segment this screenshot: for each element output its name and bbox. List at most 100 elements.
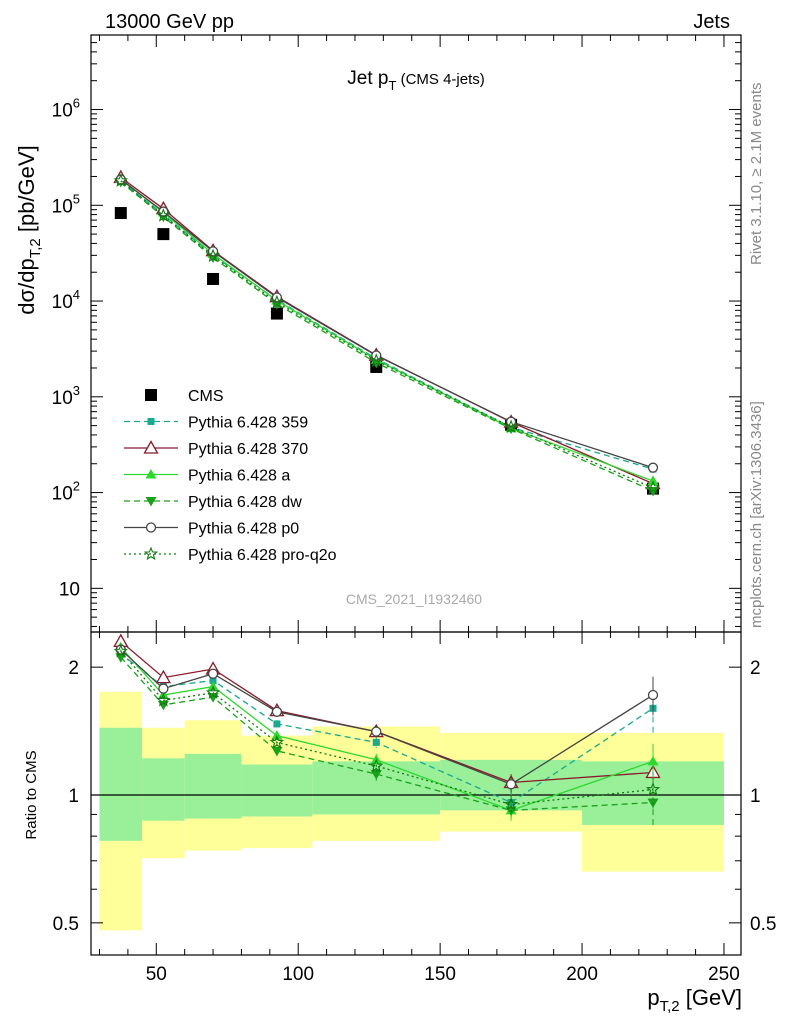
ratio-point bbox=[503, 796, 519, 811]
main-title: Jet pT (CMS 4-jets) bbox=[347, 68, 485, 93]
data-point bbox=[647, 475, 659, 486]
ratio-point bbox=[209, 677, 217, 685]
series-pythia-6-428-a bbox=[115, 173, 659, 486]
ratio-point bbox=[156, 692, 171, 707]
data-point bbox=[113, 173, 128, 187]
legend-entry-pythia-6-428-dw: Pythia 6.428 dw bbox=[124, 494, 302, 511]
ratio-point bbox=[113, 643, 128, 658]
legend-entry-pythia-6-428-370: Pythia 6.428 370 bbox=[124, 440, 308, 458]
ratio-point bbox=[645, 782, 661, 796]
data-point bbox=[647, 462, 659, 473]
legend-label: Pythia 6.428 370 bbox=[188, 441, 308, 458]
mcplots-label: mcplots.cern.ch [arXiv:1306.3436] bbox=[748, 401, 765, 628]
ratio-point bbox=[370, 770, 382, 780]
ratio-frame bbox=[90, 631, 742, 956]
ratio-ylabel: Ratio to CMS bbox=[23, 750, 40, 839]
ratio-point bbox=[271, 746, 283, 757]
ratio-y-tick-label: 2 bbox=[68, 658, 79, 679]
data-point bbox=[269, 294, 285, 309]
data-point bbox=[503, 419, 519, 433]
data-point bbox=[207, 272, 220, 285]
legend-entry-pythia-6-428-359: Pythia 6.428 359 bbox=[124, 415, 308, 432]
legend-label: Pythia 6.428 359 bbox=[188, 415, 308, 432]
y-tick-label: 105 bbox=[52, 191, 80, 217]
ratio-point bbox=[205, 685, 221, 699]
legend-marker bbox=[145, 497, 157, 507]
legend-label: CMS bbox=[188, 388, 224, 405]
legend-label: Pythia 6.428 pro-q2o bbox=[188, 547, 337, 564]
x-tick-label: 100 bbox=[282, 964, 314, 985]
ratio-series-pythia-6-428-pro-q2o bbox=[113, 643, 661, 815]
y-tick-label: 104 bbox=[52, 287, 80, 313]
main-panel: 10 102 103 104 105 106 Jet pT (CMS 4-jets) CM… bbox=[14, 34, 742, 633]
y-tick-label-exponent: 6 bbox=[73, 96, 80, 111]
uncertainty-band-stat bbox=[241, 764, 313, 817]
data-point bbox=[157, 228, 170, 241]
rivet-label: Rivet 3.1.10, ≥ 2.1M events bbox=[748, 83, 765, 266]
main-frame bbox=[90, 34, 742, 633]
header-right: Jets bbox=[693, 11, 730, 33]
ratio-y-tick-label: 1 bbox=[68, 786, 79, 807]
legend-marker bbox=[145, 389, 157, 401]
ratio-y-tick-label-right: 0.5 bbox=[750, 914, 776, 935]
ratio-y-tick-label-right: 1 bbox=[750, 786, 761, 807]
y-tick-label-exponent: 3 bbox=[73, 383, 80, 398]
ratio-point bbox=[158, 683, 169, 694]
series-line-pythia-6-428-pro-q2o bbox=[120, 180, 654, 489]
ratio-point bbox=[155, 669, 171, 684]
legend-entry-pythia-6-428-a: Pythia 6.428 a bbox=[124, 468, 290, 485]
ratio-point bbox=[207, 668, 219, 679]
ratio-y-tick-label-right: 2 bbox=[750, 658, 761, 679]
ratio-point bbox=[647, 755, 659, 766]
ratio-point bbox=[369, 758, 384, 773]
legend-label: Pythia 6.428 dw bbox=[188, 494, 302, 511]
legend-label: Pythia 6.428 a bbox=[188, 468, 290, 485]
data-point bbox=[114, 207, 127, 220]
ratio-line-pythia-6-428-pro-q2o bbox=[120, 650, 654, 806]
ratio-point bbox=[505, 779, 517, 790]
x-tick-label: 250 bbox=[708, 964, 740, 985]
ratio-point bbox=[372, 738, 380, 746]
y-tick-label: 106 bbox=[52, 96, 80, 122]
series-line-pythia-6-428-370 bbox=[120, 176, 654, 485]
data-point bbox=[270, 307, 283, 320]
legend-marker bbox=[145, 522, 157, 533]
ratio-point bbox=[271, 730, 283, 740]
legend-marker bbox=[145, 469, 157, 479]
y-tick-label: 103 bbox=[52, 383, 80, 409]
ratio-y-tick-label: 0.5 bbox=[53, 914, 79, 935]
ratio-point bbox=[271, 706, 283, 717]
x-tick-label: 200 bbox=[566, 964, 598, 985]
uncertainty-band-stat bbox=[184, 753, 242, 819]
series-line-pythia-6-428-a bbox=[120, 178, 654, 482]
data-point bbox=[369, 353, 384, 367]
ratio-point bbox=[371, 726, 382, 737]
legend-entry-pythia-6-428-pro-q2o: Pythia 6.428 pro-q2o bbox=[124, 546, 337, 564]
uncertainty-band-stat bbox=[142, 758, 185, 821]
uncertainty-band-stat bbox=[99, 727, 143, 841]
data-point bbox=[645, 480, 661, 494]
x-tick-label: 150 bbox=[424, 964, 456, 985]
series-pythia-6-428-pro-q2o bbox=[113, 173, 661, 494]
legend-marker bbox=[143, 546, 159, 561]
y-tick-label-exponent: 5 bbox=[73, 191, 80, 206]
y-tick-label-exponent: 4 bbox=[73, 287, 80, 302]
x-axis-label: pT,2 [GeV] bbox=[647, 985, 742, 1015]
legend-entry-cms: CMS bbox=[145, 388, 224, 405]
legend: CMS Pythia 6.428 359 Pythia 6.428 370 Pythi… bbox=[124, 388, 337, 564]
data-point bbox=[205, 248, 221, 263]
legend-label: Pythia 6.428 p0 bbox=[188, 521, 299, 538]
y-tick-label-exponent: 2 bbox=[73, 479, 80, 494]
legend-marker bbox=[147, 418, 155, 425]
x-tick-label: 50 bbox=[146, 964, 167, 985]
legend-marker bbox=[143, 440, 159, 454]
data-point bbox=[156, 208, 171, 222]
ratio-point bbox=[269, 734, 285, 749]
watermark: CMS_2021_I1932460 bbox=[346, 591, 482, 607]
y-tick-label: 102 bbox=[52, 479, 80, 505]
ratio-point bbox=[647, 689, 659, 701]
main-ylabel: dσ/dpT,2 [pb/GeV] bbox=[14, 145, 44, 314]
legend-entry-pythia-6-428-p0: Pythia 6.428 p0 bbox=[124, 521, 299, 538]
ratio-point bbox=[273, 720, 281, 728]
